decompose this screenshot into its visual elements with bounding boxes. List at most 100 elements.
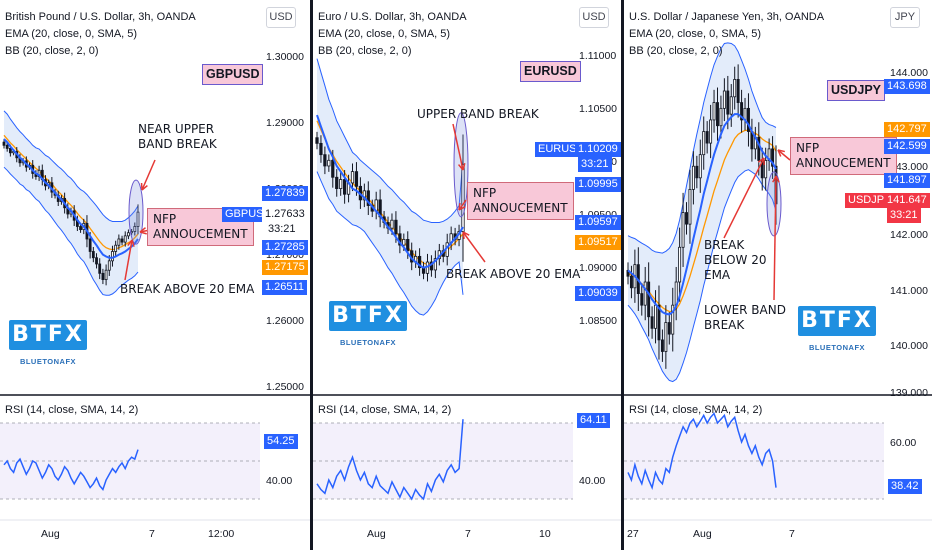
currency-button[interactable]: JPY (890, 7, 920, 28)
candle (747, 107, 750, 132)
price-axis-tick: 1.30000 (266, 51, 304, 63)
gbpusd-chart-svg[interactable]: 1.300001.290001.280001.270001.260001.250… (0, 0, 310, 550)
price-axis-tick: 139.000 (890, 387, 928, 399)
legend-bb: BB (20, close, 2, 0) (629, 45, 723, 57)
legend-title: U.S. Dollar / Japanese Yen, 3h, OANDA (629, 11, 825, 23)
rsi-line (3, 449, 139, 492)
annotation-arrowhead (462, 231, 470, 240)
bollinger-upper-line (627, 42, 777, 254)
annotation-arrowhead (127, 239, 135, 247)
price-axis-tick: 141.000 (890, 285, 928, 297)
usdjpy-chart-svg[interactable]: 144.000 143.000 142.000 141.000 140.000 139.0… (624, 0, 932, 550)
candle (127, 232, 130, 237)
candle (8, 148, 12, 154)
currency-button[interactable]: USD (266, 7, 296, 28)
symbol-tag: EURUSD (520, 61, 581, 82)
annotation-arrowhead (140, 182, 148, 191)
price-tag-countdown: 33:21 (265, 222, 299, 237)
candle (114, 244, 118, 252)
candle (98, 263, 102, 274)
candle (323, 154, 327, 167)
panel-separator (621, 0, 624, 550)
candle (91, 251, 95, 259)
rsi-axis-tick: 40.00 (266, 475, 292, 487)
candle (771, 148, 775, 167)
legend-ema: EMA (20, close, 0, SMA, 5) (318, 28, 451, 40)
date-tick-27: 27 (627, 528, 639, 540)
candle (716, 102, 719, 127)
price-tag-bb-upper: 1.27839 (262, 186, 308, 201)
candle (702, 131, 706, 156)
price-tag-bb-upper: 1.09995 (575, 177, 621, 192)
candle (657, 304, 661, 341)
price-tag-bb-lower: 1.09039 (575, 286, 621, 301)
candle (681, 212, 685, 248)
candle (120, 238, 124, 243)
candle (319, 142, 323, 156)
gbpusd-legend: British Pound / U.S. Dollar, 3h, OANDA E… (5, 9, 196, 60)
price-axis-tick: 143.000 (890, 161, 928, 173)
nfp-highlight-ellipse (128, 179, 144, 245)
annotation-arrow (462, 231, 486, 263)
price-axis-tick: 1.11000 (579, 50, 616, 62)
candle (729, 96, 733, 115)
candle (764, 160, 768, 179)
price-tag-last: 1.27633 (262, 207, 308, 222)
annotation-arrow (723, 157, 765, 239)
rsi-value-tag: 38.42 (888, 479, 922, 494)
price-axis-tick: 1.26000 (266, 315, 304, 327)
candle (350, 171, 355, 184)
panel-separator (310, 0, 313, 550)
candle (2, 141, 6, 146)
logo-mark: BTFX (9, 320, 87, 350)
candle (95, 257, 98, 265)
logo-subtitle: BLUETONAFX (339, 338, 397, 347)
panel-gbpusd: 1.300001.290001.280001.270001.260001.250… (0, 0, 310, 550)
date-tick-7: 7 (149, 528, 155, 540)
nfp-highlight-ellipse (453, 112, 469, 218)
annotation-arrowhead (139, 227, 147, 235)
price-tag-bb-lower: 1.26511 (262, 280, 307, 295)
price-tag-last: 1.10209 (575, 142, 621, 157)
annotation-arrowhead (757, 157, 765, 166)
candle (733, 79, 737, 98)
price-tag-ema-orange: 1.09517 (575, 235, 621, 250)
candle (664, 322, 668, 352)
eurusd-chart-svg[interactable]: 1.110001.105001.100001.095001.090001.085… (313, 0, 621, 550)
candle (136, 211, 140, 227)
candle (719, 107, 723, 127)
date-tick-7: 7 (789, 528, 795, 540)
candle (640, 293, 644, 306)
bollinger-lower-line (627, 169, 777, 383)
candle (133, 226, 137, 232)
candle (417, 255, 422, 269)
annotation-arrow (141, 159, 156, 191)
nfp-highlight-ellipse (766, 171, 782, 237)
note-ema-break: BREAK BELOW 20 EMA (704, 238, 767, 282)
bollinger-lower-line (3, 166, 139, 296)
annotation-arrowhead (777, 149, 785, 157)
btfx-logo: BTFX BLUETONAFX (329, 301, 413, 357)
candle (123, 235, 127, 243)
currency-button[interactable]: USD (579, 7, 609, 28)
price-tag-ema-orange: 1.27175 (262, 260, 308, 275)
btfx-logo: BTFX BLUETONAFX (798, 306, 882, 362)
candle (667, 322, 671, 335)
legend-bb: BB (20, close, 2, 0) (318, 45, 412, 57)
price-axis-tick: 144.000 (890, 67, 928, 79)
note-nfp: NFP ANNOUCEMENT (467, 182, 574, 220)
note-ema-break: BREAK ABOVE 20 EMA (120, 282, 255, 296)
price-axis-tick: 1.29000 (266, 117, 304, 129)
candle (695, 165, 699, 179)
candle (736, 79, 740, 103)
candle (691, 165, 695, 190)
candle (315, 137, 319, 144)
note-lower-band: LOWER BAND BREAK (704, 303, 786, 332)
ema-main-line (3, 138, 139, 259)
annotation-arrowhead (772, 175, 780, 183)
candle (757, 136, 761, 161)
candle (643, 281, 647, 306)
price-tag-countdown: 33:21 (578, 157, 612, 172)
logo-subtitle: BLUETONAFX (808, 343, 866, 352)
annotation-arrow (458, 199, 467, 211)
